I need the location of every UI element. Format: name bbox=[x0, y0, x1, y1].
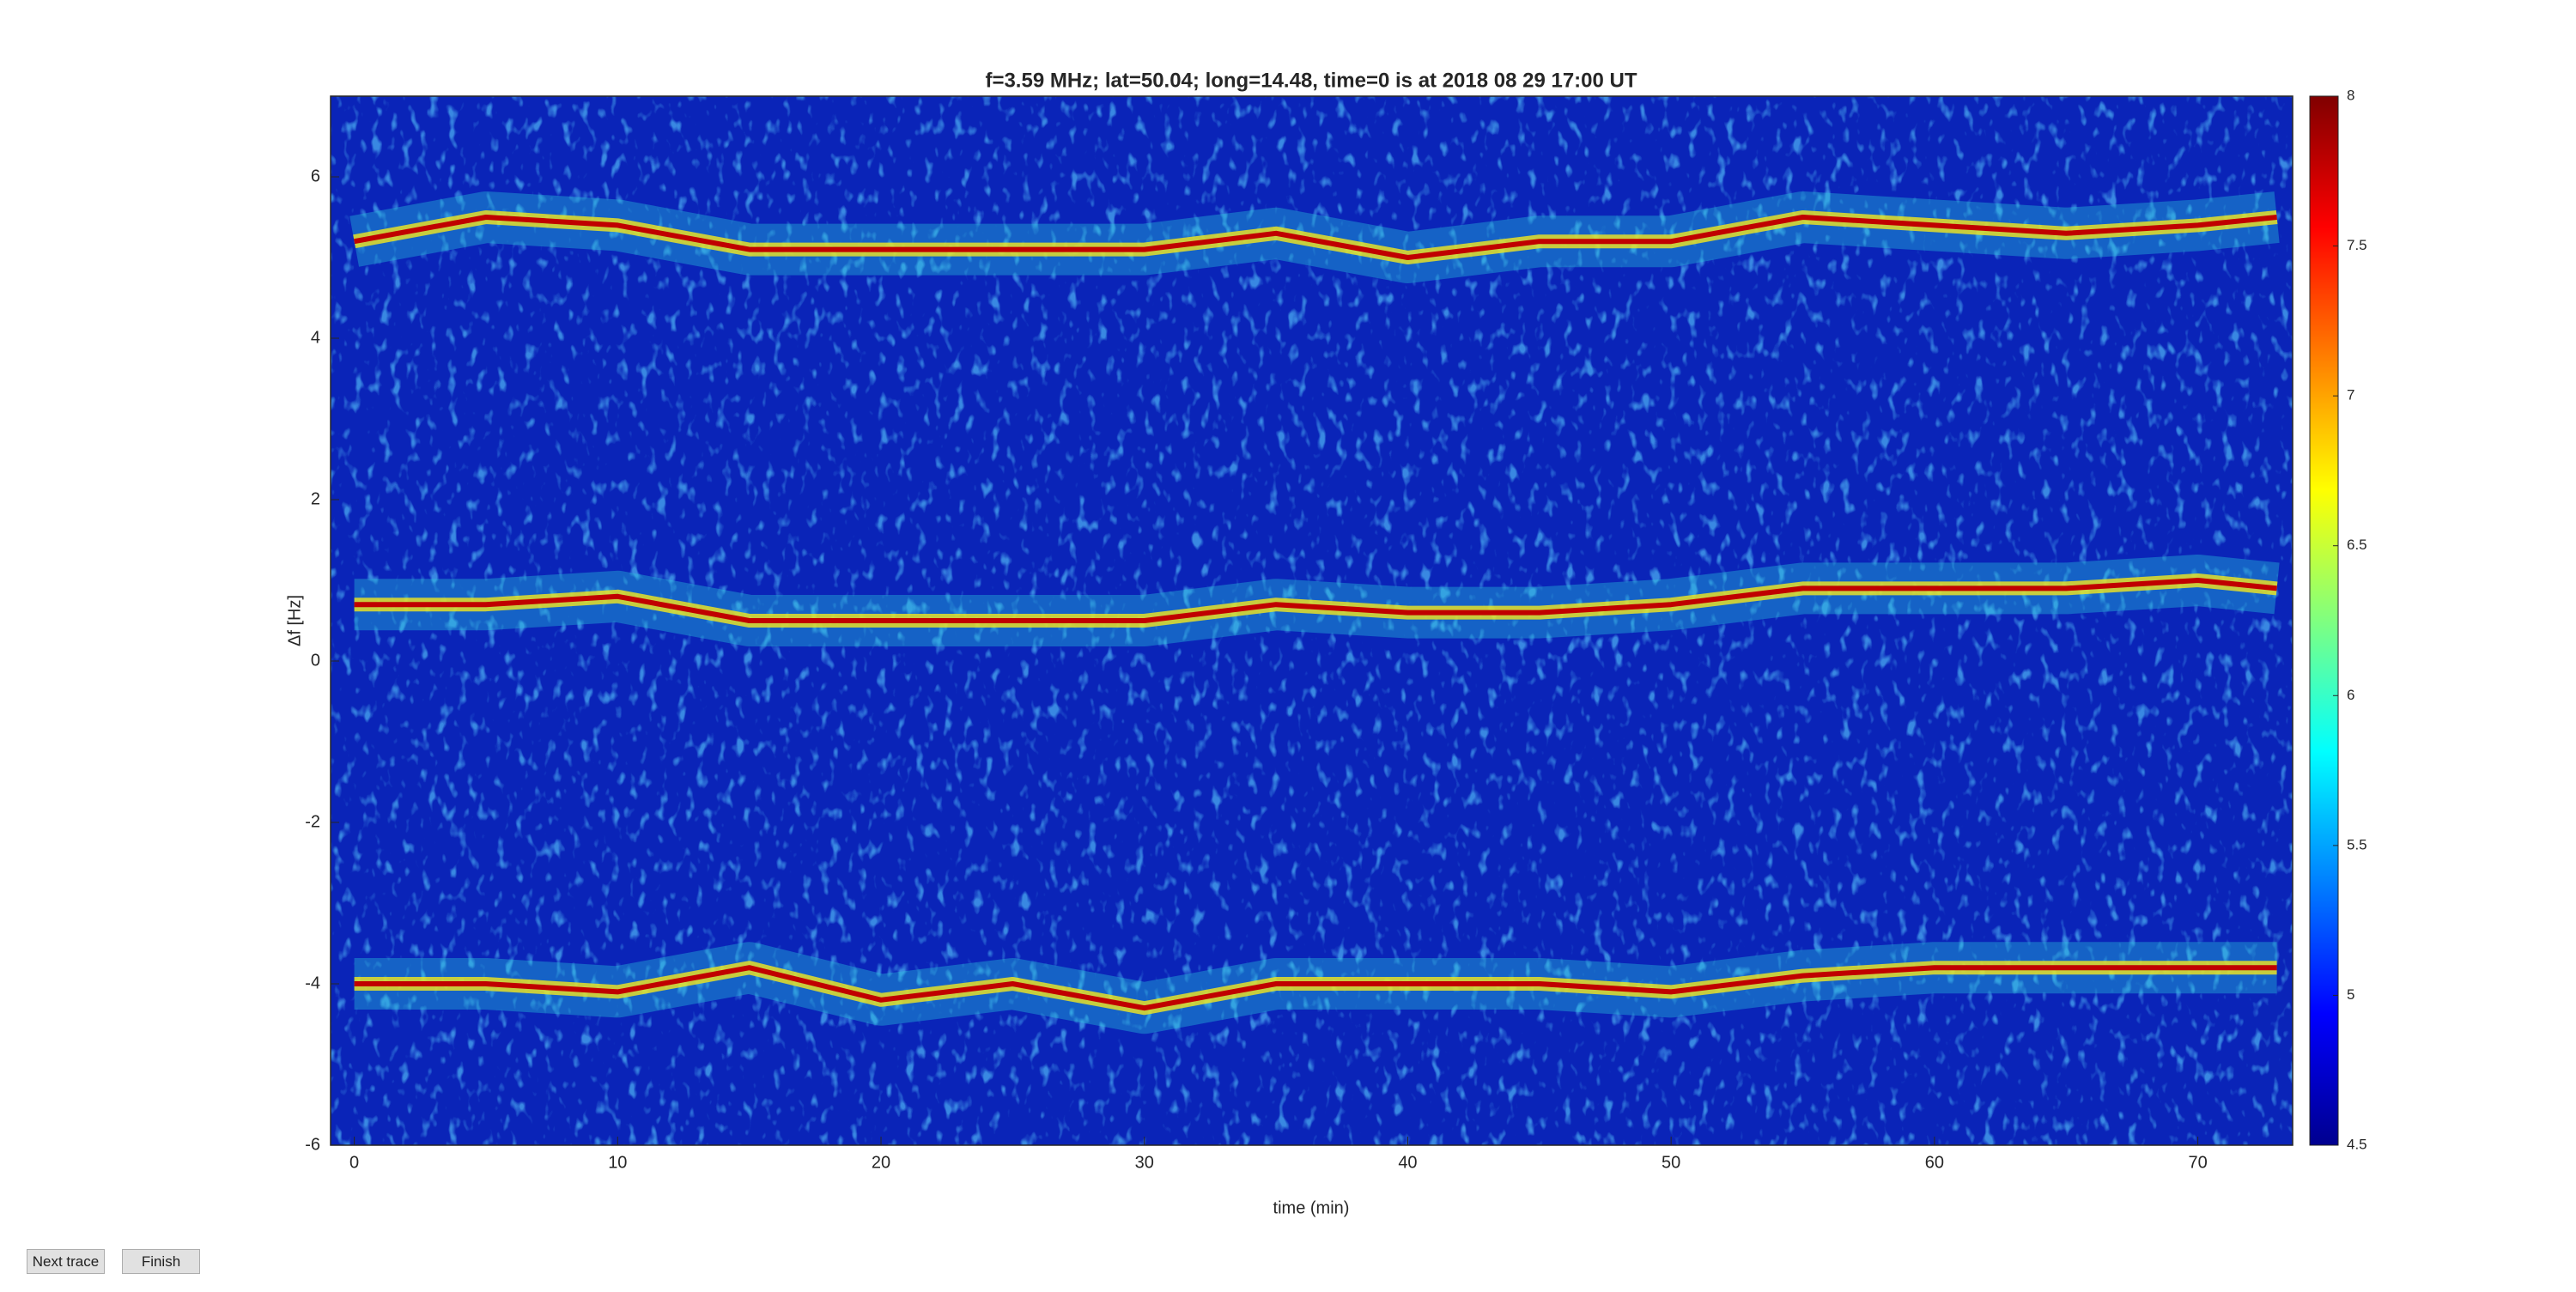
x-axis-label: time (min) bbox=[1273, 1198, 1350, 1217]
x-tick-label: 0 bbox=[349, 1153, 359, 1172]
traces bbox=[349, 191, 2280, 1034]
trace-line bbox=[354, 578, 2277, 623]
chart-title: f=3.59 MHz; lat=50.04; long=14.48, time=… bbox=[985, 69, 1637, 92]
colorbar-tick-label: 7.5 bbox=[2347, 237, 2367, 253]
x-tick-label: 20 bbox=[872, 1153, 890, 1172]
trace-line bbox=[354, 215, 2277, 260]
colorbar-tick-label: 6.5 bbox=[2347, 537, 2367, 553]
next-trace-button[interactable]: Next trace bbox=[27, 1249, 105, 1274]
y-tick-label: 4 bbox=[311, 328, 320, 347]
finish-button[interactable]: Finish bbox=[122, 1249, 200, 1274]
x-tick-label: 60 bbox=[1925, 1153, 1944, 1172]
plot-frame bbox=[330, 95, 2293, 1146]
colorbar-tick-label: 4.5 bbox=[2347, 1136, 2367, 1152]
x-tick-label: 50 bbox=[1662, 1153, 1680, 1172]
colorbar-tick-label: 5 bbox=[2347, 986, 2354, 1003]
x-tick-label: 30 bbox=[1135, 1153, 1154, 1172]
x-tick-label: 40 bbox=[1398, 1153, 1417, 1172]
y-tick-label: -2 bbox=[305, 812, 320, 831]
trace-line bbox=[354, 965, 2277, 1011]
y-tick-label: -6 bbox=[305, 1135, 320, 1154]
y-tick-label: 2 bbox=[311, 489, 320, 508]
colorbar-tick-label: 6 bbox=[2347, 687, 2354, 703]
y-tick-label: 0 bbox=[311, 651, 320, 670]
y-axis-label: Δf [Hz] bbox=[285, 595, 304, 646]
chart: f=3.59 MHz; lat=50.04; long=14.48, time=… bbox=[285, 69, 2367, 1217]
colorbar bbox=[2309, 95, 2339, 1146]
colorbar-tick-label: 8 bbox=[2347, 87, 2354, 103]
x-tick-label: 70 bbox=[2188, 1153, 2207, 1172]
x-tick-label: 10 bbox=[608, 1153, 627, 1172]
colorbar-tick-label: 5.5 bbox=[2347, 836, 2367, 852]
y-tick-label: -4 bbox=[305, 974, 320, 992]
y-tick-label: 6 bbox=[311, 167, 320, 185]
colorbar-tick-label: 7 bbox=[2347, 387, 2354, 403]
